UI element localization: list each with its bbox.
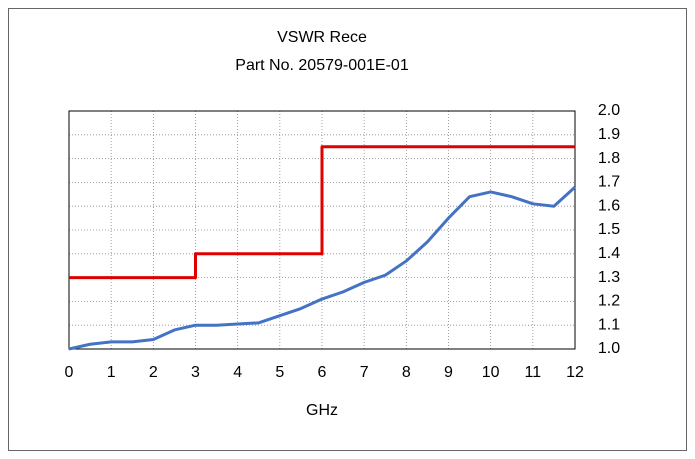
x-tick-label: 11	[525, 364, 542, 381]
y-tick-label: 1.1	[598, 316, 620, 333]
plot-border	[68, 110, 576, 350]
y-tick-label: 1.3	[598, 269, 620, 286]
y-tick-label: 1.2	[598, 293, 620, 310]
chart-subtitle: Part No. 20579-001E-01	[235, 57, 409, 74]
x-tick-label: 2	[149, 364, 158, 381]
y-tick-label: 2.0	[598, 102, 620, 119]
chart-title: VSWR Rece	[277, 29, 367, 46]
y-tick-label: 1.0	[598, 340, 620, 357]
x-tick-label: 4	[233, 364, 242, 381]
x-tick-label: 0	[65, 364, 74, 381]
y-tick-label: 1.8	[598, 150, 620, 167]
y-tick-label: 1.7	[598, 174, 620, 191]
chart-frame	[8, 8, 687, 451]
series-line	[68, 186, 577, 351]
x-tick-label: 8	[402, 364, 411, 381]
x-tick-label: 9	[444, 364, 453, 381]
y-tick-label: 1.4	[598, 245, 620, 262]
y-tick-label: 1.5	[598, 221, 620, 238]
x-tick-label: 10	[482, 364, 500, 381]
series-line	[69, 145, 575, 280]
y-tick-label: 1.9	[598, 126, 620, 143]
y-tick-label: 1.6	[598, 197, 620, 214]
x-tick-label: 1	[107, 364, 116, 381]
x-axis-label: GHz	[306, 402, 338, 419]
x-tick-label: 6	[318, 364, 327, 381]
x-tick-label: 3	[191, 364, 200, 381]
x-tick-label: 5	[275, 364, 284, 381]
x-tick-label: 12	[566, 364, 584, 381]
x-tick-label: 7	[360, 364, 369, 381]
